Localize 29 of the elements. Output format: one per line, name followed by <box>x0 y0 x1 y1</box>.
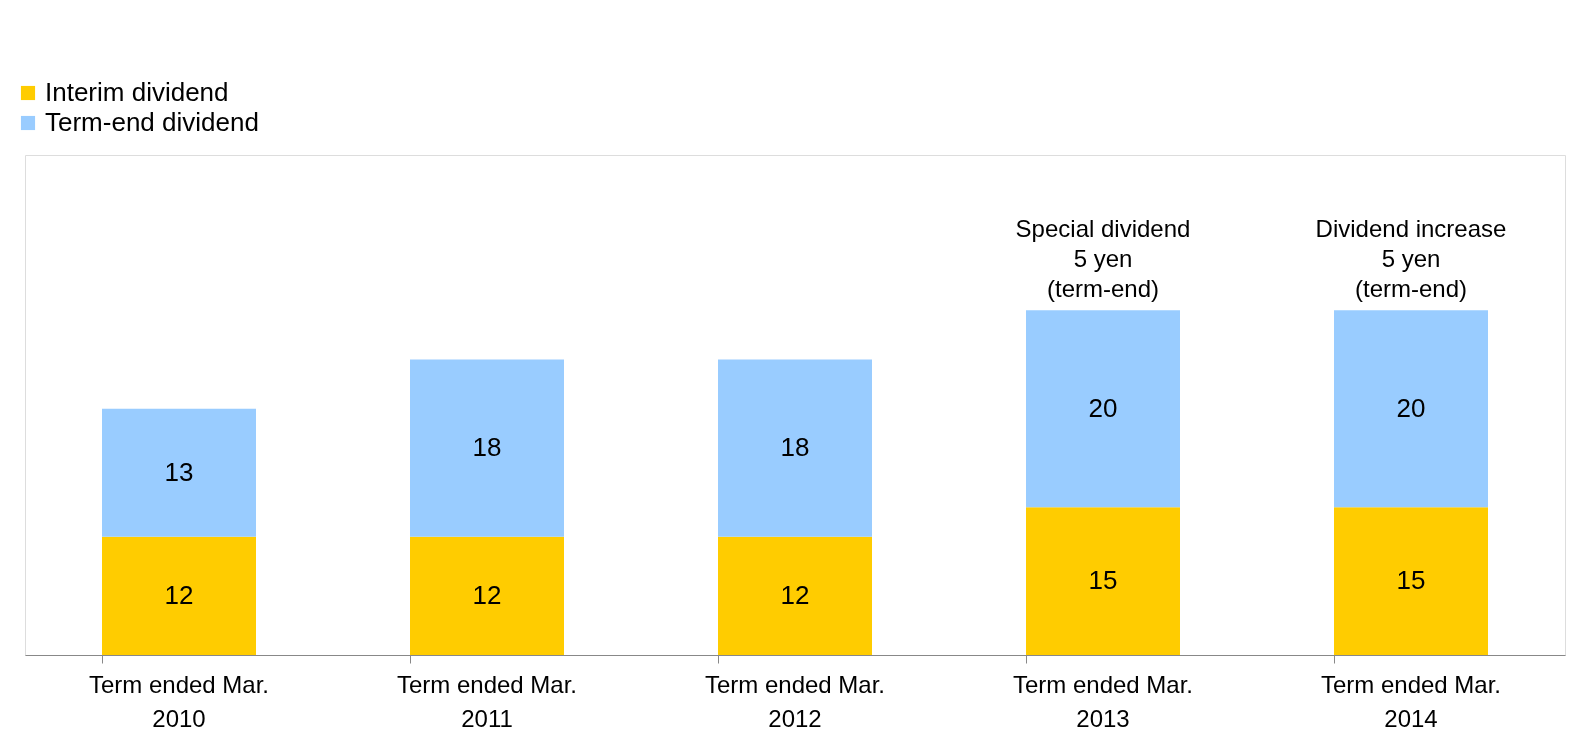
data-label: 12 <box>780 579 810 610</box>
data-label: 15 <box>1396 565 1426 596</box>
x-tick-label: Term ended Mar. 2013 <box>1012 670 1194 732</box>
bar <box>410 536 564 655</box>
bar <box>1026 310 1180 508</box>
bar <box>1334 507 1488 655</box>
data-label: 12 <box>164 579 194 610</box>
bar <box>410 359 564 537</box>
bar <box>102 408 256 537</box>
legend-label: Interim dividend <box>45 77 229 107</box>
bar <box>718 359 872 537</box>
x-tick-label: Term ended Mar. 2011 <box>396 670 578 732</box>
x-tick-label: Term ended Mar. 2012 <box>704 670 886 732</box>
bar <box>102 536 256 655</box>
data-label: 15 <box>1088 565 1118 596</box>
data-label: 13 <box>164 456 194 487</box>
data-label: 18 <box>780 432 810 463</box>
legend-label: Term-end dividend <box>45 107 259 137</box>
x-tick-label: Term ended Mar. 2014 <box>1320 670 1502 732</box>
bar <box>718 536 872 655</box>
data-label: 20 <box>1396 392 1426 423</box>
bar <box>1026 507 1180 655</box>
x-tick-label: Term ended Mar. 2010 <box>88 670 270 732</box>
annotation: Special dividend 5 yen (term-end) <box>1015 215 1191 303</box>
data-label: 18 <box>472 432 502 463</box>
annotation: Dividend increase 5 yen (term-end) <box>1315 215 1507 303</box>
bar <box>1334 310 1488 508</box>
data-label: 20 <box>1088 392 1118 423</box>
data-label: 12 <box>472 579 502 610</box>
